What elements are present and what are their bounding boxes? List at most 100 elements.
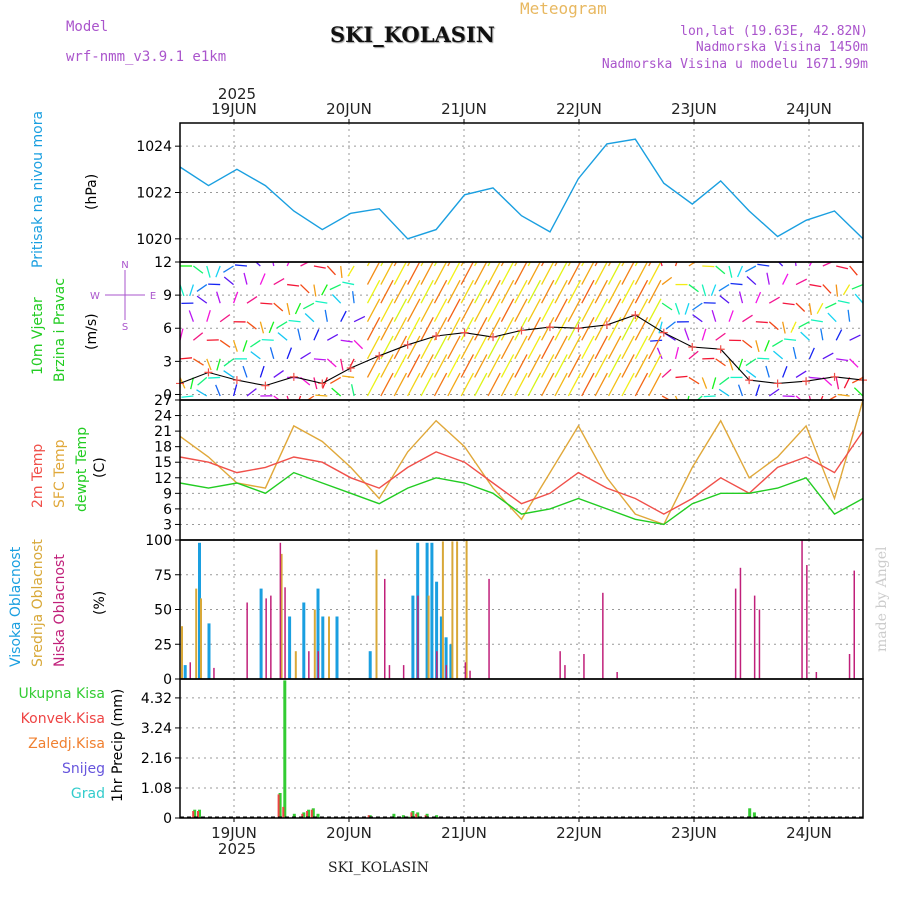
wind-arrow (736, 265, 744, 278)
y-tick-label: 25 (154, 637, 172, 653)
mid-cloud-bar (441, 541, 444, 679)
wind-gust-marker (460, 328, 469, 337)
wind-arrow (433, 335, 448, 360)
wind-arrow (286, 303, 291, 316)
wind-arrow (407, 298, 421, 323)
wind-arrow (658, 321, 663, 334)
wind-arrow (843, 377, 851, 389)
wind-arrow (300, 284, 310, 294)
wind-arrow (554, 262, 568, 285)
wind-arrow (500, 335, 515, 360)
wind-arrow (541, 317, 555, 341)
wind-arrow (554, 372, 568, 397)
total-precip-bar (411, 811, 415, 818)
wind-arrow (329, 283, 341, 291)
wind-arrow (196, 284, 208, 292)
low-cloud-bar (436, 651, 438, 679)
high-cloud-bar (198, 542, 201, 679)
wind-arrow (433, 298, 448, 323)
wind-arrow (798, 321, 810, 328)
pressure-line (179, 138, 864, 240)
top-day-label: 22JUN (556, 100, 602, 118)
wind-arrow (514, 335, 528, 360)
wind-arrow (827, 312, 837, 323)
total-precip-bar (283, 680, 287, 818)
wind-gust-marker (574, 324, 583, 333)
legend-hail: Grad (70, 786, 105, 802)
high-cloud-bar (435, 581, 439, 679)
wind-arrow (380, 335, 394, 360)
wind-arrow (621, 279, 635, 304)
wind-arrow (487, 372, 501, 397)
wind-arrow (393, 372, 408, 397)
wind-arrow (514, 354, 528, 378)
wind-arrow (648, 317, 662, 341)
wind-arrow (190, 377, 195, 390)
wind-arrow (581, 279, 595, 304)
wind-arrow (795, 278, 808, 286)
compass-s-label: S (122, 322, 128, 333)
wind-arrow (350, 384, 355, 397)
wind-arrow (567, 335, 582, 360)
total-precip-bar (752, 812, 756, 818)
wind-arrow (342, 281, 355, 286)
wind-gust-marker (403, 340, 412, 349)
wind-arrow (661, 395, 671, 400)
wind-arrow (286, 347, 293, 360)
y-tick-label: 21 (154, 424, 172, 440)
wind-arrow (768, 296, 780, 304)
wind-arrow (300, 351, 312, 360)
wind-arrow (447, 279, 461, 304)
panel-frame (179, 678, 864, 819)
wind-arrow (634, 317, 649, 341)
wind-arrow (718, 284, 730, 292)
low-cloud-bar (469, 670, 471, 679)
wind-arrow (820, 328, 824, 341)
wind-arrow (232, 384, 238, 397)
wind-arrow (794, 262, 797, 267)
wind-arrow (847, 309, 851, 322)
wind-arrow (474, 317, 488, 341)
wind-arrow (745, 358, 757, 367)
high-cloud-bar (183, 665, 187, 679)
low-cloud-bar (317, 651, 319, 679)
wind-arrow (298, 395, 302, 400)
wind-arrow (393, 279, 408, 304)
wind-arrow (303, 302, 315, 310)
wind-arrow (554, 279, 568, 304)
compass-e-label: E (150, 291, 156, 302)
wind-arrow (692, 302, 703, 311)
compass-n-label: N (121, 260, 128, 271)
wind-arrow (313, 265, 326, 269)
wind-arrow (768, 388, 780, 397)
wind-arrow (300, 262, 310, 267)
wind-arrow (460, 354, 475, 378)
low-cloud-bar (284, 587, 286, 679)
dewpt-line (179, 471, 864, 526)
wind-arrow (790, 321, 797, 333)
legend-total-rain: Ukupna Kisa (18, 686, 105, 702)
total-precip-bar (401, 815, 405, 818)
high-cloud-bar (430, 542, 434, 679)
wind-arrow (500, 354, 515, 378)
low-cloud-bar (739, 567, 742, 679)
wind-arrow (261, 339, 274, 341)
y-tick-label: 2.16 (141, 751, 172, 767)
mid-cloud-bar (294, 651, 297, 679)
wind-arrow (189, 284, 195, 297)
wind-arrow (581, 354, 595, 378)
wind-arrow (447, 372, 461, 397)
wind-arrow (366, 354, 381, 378)
wind-arrow (554, 354, 568, 378)
high-cloud-bar (316, 588, 320, 679)
lonlat-readout: lon,lat (19.63E, 42.82N) (680, 24, 868, 39)
total-precip-bar (425, 813, 429, 818)
low-cloud-bar (270, 595, 272, 679)
wind-arrow (755, 384, 761, 397)
wind-arrow (407, 335, 421, 360)
wind-arrow (474, 262, 488, 285)
wind-arrow (259, 273, 266, 285)
wind-arrow (634, 372, 649, 397)
wind-arrow (487, 262, 501, 285)
wind-arrow (835, 377, 840, 390)
